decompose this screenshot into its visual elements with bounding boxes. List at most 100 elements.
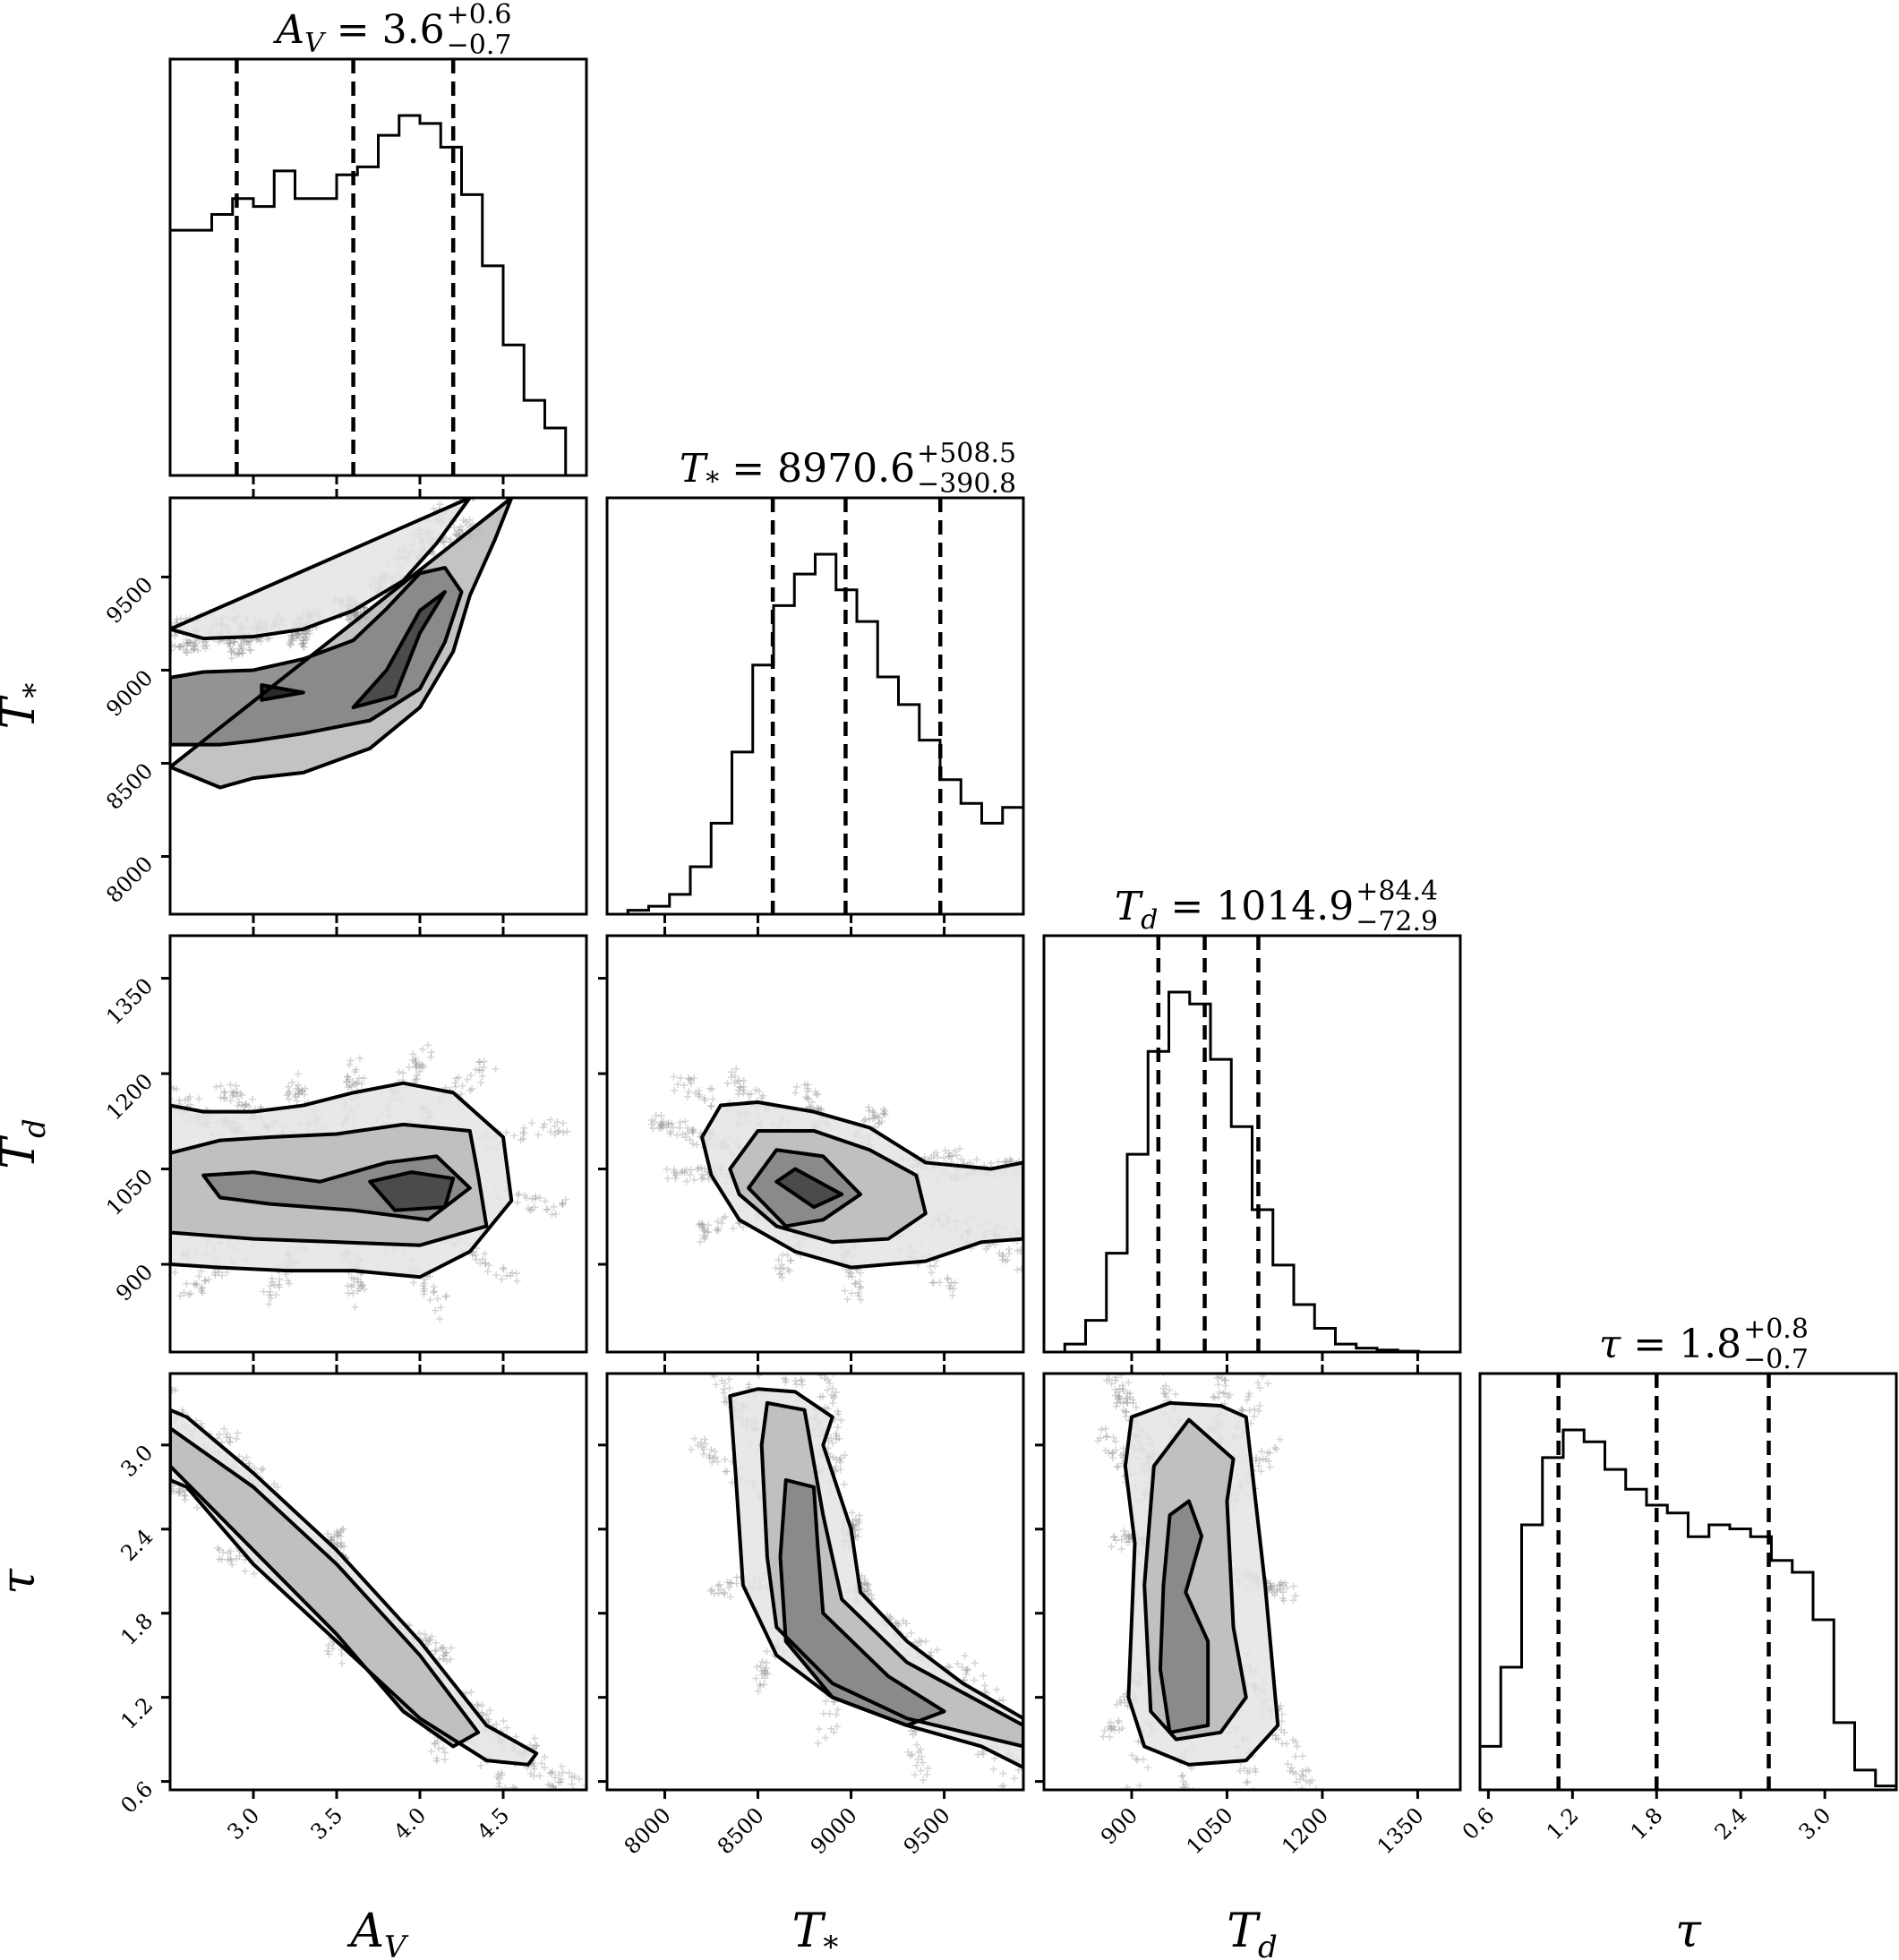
sample-point [518, 1810, 525, 1818]
sample-point [1291, 1752, 1299, 1760]
sample-point [203, 642, 211, 650]
sample-point [659, 1123, 667, 1131]
sample-point [740, 1086, 748, 1094]
sample-point [1250, 1786, 1258, 1790]
sample-point [291, 1091, 299, 1099]
sample-point [201, 1276, 210, 1284]
sample-point [670, 1073, 678, 1081]
sample-point [588, 1795, 595, 1802]
sample-point [170, 1482, 176, 1490]
sample-point [551, 1122, 559, 1130]
sample-point [556, 1778, 564, 1786]
sample-point [1120, 1692, 1128, 1700]
sample-point [541, 1197, 549, 1205]
sample-point [235, 1452, 244, 1460]
sample-point [928, 1269, 936, 1277]
sample-point [687, 1079, 695, 1087]
sample-point [492, 1066, 500, 1074]
sample-point [441, 1749, 449, 1757]
sample-point [736, 1076, 744, 1084]
sample-point [745, 1091, 753, 1099]
sample-point [122, 640, 129, 647]
sample-point [183, 642, 191, 650]
sample-point [152, 1465, 159, 1472]
sample-point [122, 1369, 129, 1376]
sample-point [663, 1165, 671, 1173]
sample-point [936, 1279, 944, 1287]
sample-point [1254, 1462, 1262, 1470]
sample-point [1109, 1434, 1117, 1442]
sample-point [440, 1744, 448, 1752]
sample-point [147, 632, 154, 639]
sample-point [1162, 1382, 1170, 1390]
sample-point [855, 1511, 863, 1519]
sample-point [1257, 1821, 1264, 1828]
sample-point [949, 1285, 957, 1293]
sample-point [226, 639, 234, 647]
sample-point [216, 1430, 224, 1438]
sample-point [697, 1238, 705, 1245]
sample-point [998, 1256, 1006, 1264]
sample-point [830, 1728, 838, 1736]
sample-point [283, 1091, 291, 1100]
sample-point [485, 1262, 493, 1270]
sample-point [1289, 1768, 1297, 1776]
sample-point [869, 1114, 877, 1122]
sample-point [1113, 1399, 1121, 1407]
sample-point [184, 639, 192, 647]
sample-point [1106, 1725, 1114, 1733]
sample-point [711, 1448, 719, 1456]
sample-point [677, 1074, 685, 1082]
sample-point [421, 1275, 429, 1283]
sample-point [1236, 1767, 1244, 1775]
y-axis-label-tau: τ [0, 1568, 46, 1595]
sample-point [442, 1648, 450, 1656]
histogram-step-line [1480, 1428, 1896, 1788]
sample-point [185, 638, 193, 646]
sample-point [1001, 1257, 1009, 1265]
sample-point [291, 1092, 299, 1100]
sample-point [1014, 1247, 1022, 1254]
sample-point [833, 1710, 841, 1718]
sample-point [247, 646, 255, 655]
sample-point [818, 1392, 826, 1400]
sample-point [577, 1804, 584, 1811]
sample-point [468, 1251, 476, 1259]
sample-point [811, 1088, 819, 1096]
sample-point [805, 1102, 813, 1110]
sample-point [526, 1742, 535, 1750]
sample-point [1129, 1399, 1137, 1407]
sample-point [892, 1619, 900, 1627]
sample-point [512, 1796, 519, 1803]
contour-line-level-2 [759, 1400, 1023, 1749]
sample-point [1256, 1456, 1264, 1464]
sample-point [721, 1456, 729, 1464]
sample-point [440, 538, 448, 546]
y-tick-label: 8000 [101, 852, 158, 908]
sample-point [459, 516, 467, 524]
sample-point [868, 1595, 877, 1603]
y-tick-label: 1050 [101, 1164, 158, 1220]
sample-point [706, 1360, 714, 1367]
sample-point [436, 501, 444, 509]
sample-point [559, 1201, 567, 1209]
sample-point [227, 639, 235, 647]
sample-point [176, 643, 184, 651]
sample-point [868, 1107, 877, 1115]
sample-point [159, 625, 167, 632]
sample-point [211, 1269, 219, 1277]
sample-point [660, 1117, 668, 1126]
sample-point [1238, 1407, 1246, 1415]
sample-point [519, 1128, 527, 1136]
sample-point [234, 1429, 242, 1437]
sample-point [212, 1083, 220, 1091]
title-upper-error: +508.5 [917, 438, 1016, 469]
sample-point [546, 1768, 554, 1776]
sample-point [1002, 1157, 1010, 1165]
x-axis-label-T_d: Td [1227, 1904, 1277, 1960]
sample-point [699, 1450, 707, 1458]
sample-point [220, 1094, 228, 1102]
sample-point [1113, 1389, 1121, 1397]
sample-point [510, 1132, 518, 1140]
sample-point [984, 1243, 992, 1251]
